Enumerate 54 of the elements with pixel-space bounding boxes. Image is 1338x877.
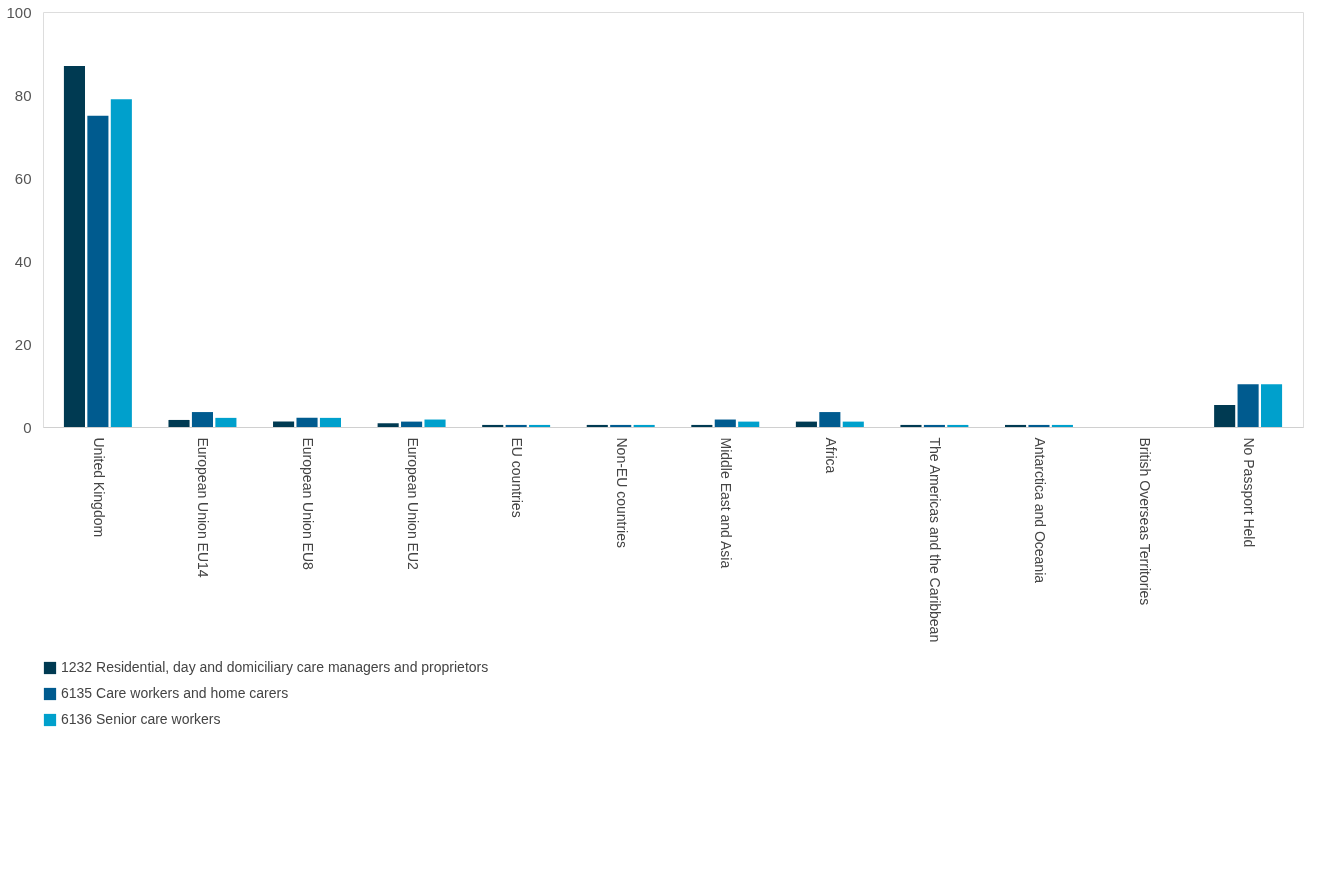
x-tick-label: Non-EU countries (613, 437, 630, 548)
x-tick-label: European Union EU14 (195, 437, 212, 578)
bar (900, 424, 922, 427)
bar (1260, 384, 1283, 427)
bar (110, 99, 132, 427)
bar (1214, 405, 1236, 427)
bar (505, 424, 527, 427)
y-tick-label: 40 (14, 252, 32, 270)
bar (1237, 384, 1259, 427)
bar (377, 423, 399, 427)
bar (296, 417, 318, 427)
x-tick-label: British Overseas Territories (1136, 437, 1153, 606)
legend-label: 6135 Care workers and home carers (61, 685, 289, 701)
bar (819, 412, 841, 427)
bar (168, 419, 190, 427)
y-tick-label: 20 (14, 335, 32, 353)
x-tick-label: Middle East and Asia (718, 437, 735, 569)
x-tick-label: European Union EU8 (300, 437, 317, 571)
bar (738, 421, 760, 427)
y-tick-label: 0 (23, 418, 32, 436)
bar (215, 417, 237, 427)
bar (424, 419, 446, 427)
x-tick-label: United Kingdom (90, 437, 107, 538)
y-tick-label: 80 (14, 86, 32, 104)
legend-label: 6136 Senior care workers (61, 711, 221, 727)
y-tick-label: 100 (6, 3, 32, 21)
x-tick-label: EU countries (509, 437, 526, 518)
bar (947, 424, 969, 427)
bar (691, 424, 713, 427)
bar (610, 424, 632, 427)
bar (795, 421, 817, 427)
bar (586, 424, 608, 427)
bar (87, 115, 109, 427)
bar (842, 421, 864, 427)
x-tick-label: European Union EU2 (404, 437, 421, 571)
bar (633, 424, 655, 427)
legend-label: 1232 Residential, day and domiciliary care managers and proprietors (61, 659, 489, 675)
bar (529, 424, 551, 427)
bar (714, 419, 736, 427)
x-tick-label: The Americas and the Caribbean (927, 437, 944, 643)
x-tick-label: No Passport Held (1241, 437, 1258, 548)
bar (319, 417, 342, 427)
bar (923, 424, 945, 427)
x-tick-label: Antarctica and Oceania (1031, 437, 1048, 584)
bar (1028, 424, 1050, 427)
x-tick-label: Africa (822, 437, 839, 474)
bar (63, 65, 86, 427)
y-tick-label: 60 (14, 169, 32, 187)
bar (1004, 424, 1027, 427)
bar (191, 412, 214, 427)
bar (482, 424, 504, 427)
bar (273, 421, 295, 427)
bar (401, 421, 423, 427)
bar (1051, 424, 1073, 427)
